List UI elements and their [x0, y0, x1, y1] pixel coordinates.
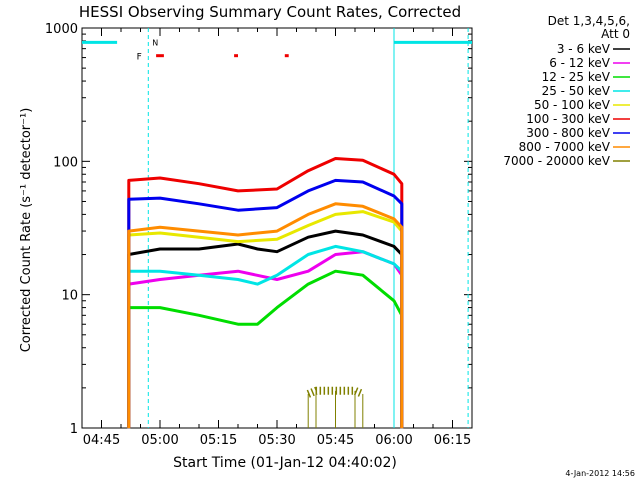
y-tick-label: 1000 [45, 22, 78, 37]
flag-n-label: N [152, 38, 158, 47]
legend-label: 800 - 7000 keV [519, 140, 611, 154]
series-line-50to100keV [127, 210, 404, 429]
x-tick-label: 05:00 [141, 433, 178, 448]
legend-label: 7000 - 20000 keV [503, 154, 610, 168]
generated-timestamp: 4-Jan-2012 14:56 [565, 469, 635, 478]
legend-label: 50 - 100 keV [534, 98, 611, 112]
series-line-3to6keV [127, 229, 404, 429]
legend-header-2: Att 0 [601, 27, 630, 41]
x-tick-label: 04:45 [83, 433, 120, 448]
x-tick-label: 05:30 [258, 433, 295, 448]
x-tick-label: 05:15 [200, 433, 237, 448]
series-line-100to300keV [127, 157, 404, 429]
series-line-300to800keV [127, 178, 404, 429]
series-line-12to25keV [127, 269, 404, 429]
y-tick-label: 10 [61, 289, 78, 304]
legend-label: 12 - 25 keV [542, 70, 611, 84]
series-line-800to7000keV [127, 202, 404, 429]
legend-label: 6 - 12 keV [549, 56, 611, 70]
x-tick-label: 05:45 [317, 433, 354, 448]
plot-frame [81, 27, 473, 429]
legend-label: 300 - 800 keV [526, 126, 610, 140]
y-tick-label: 1 [70, 422, 78, 437]
legend-label: 25 - 50 keV [542, 84, 611, 98]
x-axis-label: Start Time (01-Jan-12 04:40:02) [173, 455, 397, 471]
x-tick-label: 06:00 [375, 433, 412, 448]
y-tick-label: 100 [53, 155, 78, 170]
flag-f-label: F [137, 53, 142, 63]
series-line-25to50keV [127, 244, 404, 429]
legend-label: 3 - 6 keV [557, 42, 611, 56]
legend-header-1: Det 1,3,4,5,6, [548, 14, 630, 28]
series-line-6to12keV [127, 250, 404, 429]
x-tick-label: 06:15 [434, 433, 471, 448]
legend-label: 100 - 300 keV [526, 112, 610, 126]
y-axis-label: Corrected Count Rate (s⁻¹ detector⁻¹) [19, 108, 34, 353]
chart-title: HESSI Observing Summary Count Rates, Cor… [79, 3, 461, 21]
